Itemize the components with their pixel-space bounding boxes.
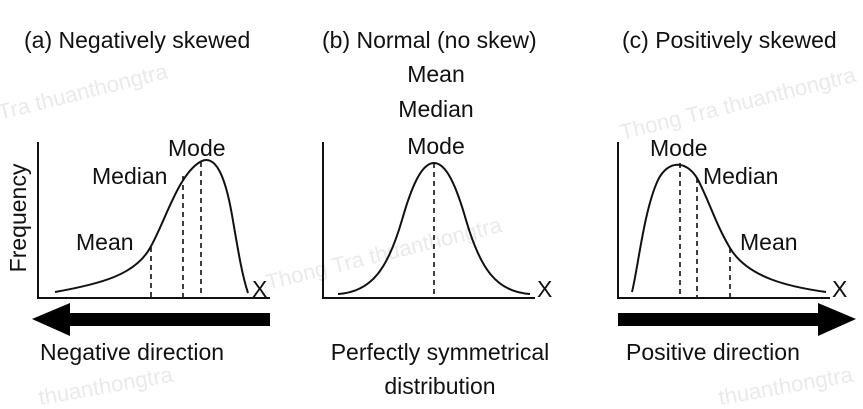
direction-label: Positive direction: [626, 339, 800, 365]
median-label: Median: [398, 96, 473, 122]
mode-label: Mode: [407, 133, 465, 159]
watermark-text: Thong Tra thuanthongtra: [617, 62, 859, 145]
negative-direction-arrow: [32, 303, 270, 336]
panel-negatively-skewed: (a) Negatively skewed Frequency Mode Med…: [5, 27, 270, 365]
distribution-curve: [54, 159, 249, 294]
direction-label: Negative direction: [40, 339, 224, 365]
panel-title: (a) Negatively skewed: [24, 27, 250, 53]
panel-normal: (b) Normal (no skew) Mean Median Mode X …: [322, 27, 552, 399]
x-axis-label: X: [832, 276, 847, 302]
mean-label: Mean: [407, 61, 465, 87]
median-label: Median: [92, 163, 167, 189]
caption-line-1: Perfectly symmetrical: [331, 339, 550, 365]
x-axis-label: X: [252, 276, 267, 302]
watermark-text: thuanthongtra: [717, 362, 856, 409]
mode-label: Mode: [168, 135, 226, 161]
panel-title: (b) Normal (no skew): [322, 27, 537, 53]
mode-label: Mode: [650, 135, 708, 161]
watermark-text: Thong Tra thuanthongtra: [263, 212, 505, 295]
axes: [322, 142, 535, 299]
axes: [37, 142, 270, 299]
watermark-text: Tra thuanthongtra: [0, 58, 171, 125]
mean-label: Mean: [740, 229, 798, 255]
panel-title: (c) Positively skewed: [622, 27, 837, 53]
positive-direction-arrow: [618, 303, 856, 336]
y-axis-label: Frequency: [5, 163, 31, 272]
x-axis-label: X: [537, 276, 552, 302]
median-label: Median: [703, 163, 778, 189]
mean-label: Mean: [76, 229, 134, 255]
watermark-text: thuanthongtra: [37, 362, 176, 409]
caption-line-2: distribution: [384, 373, 495, 399]
panel-positively-skewed: (c) Positively skewed Mode Median Mean X…: [617, 27, 856, 365]
axes: [617, 142, 830, 299]
